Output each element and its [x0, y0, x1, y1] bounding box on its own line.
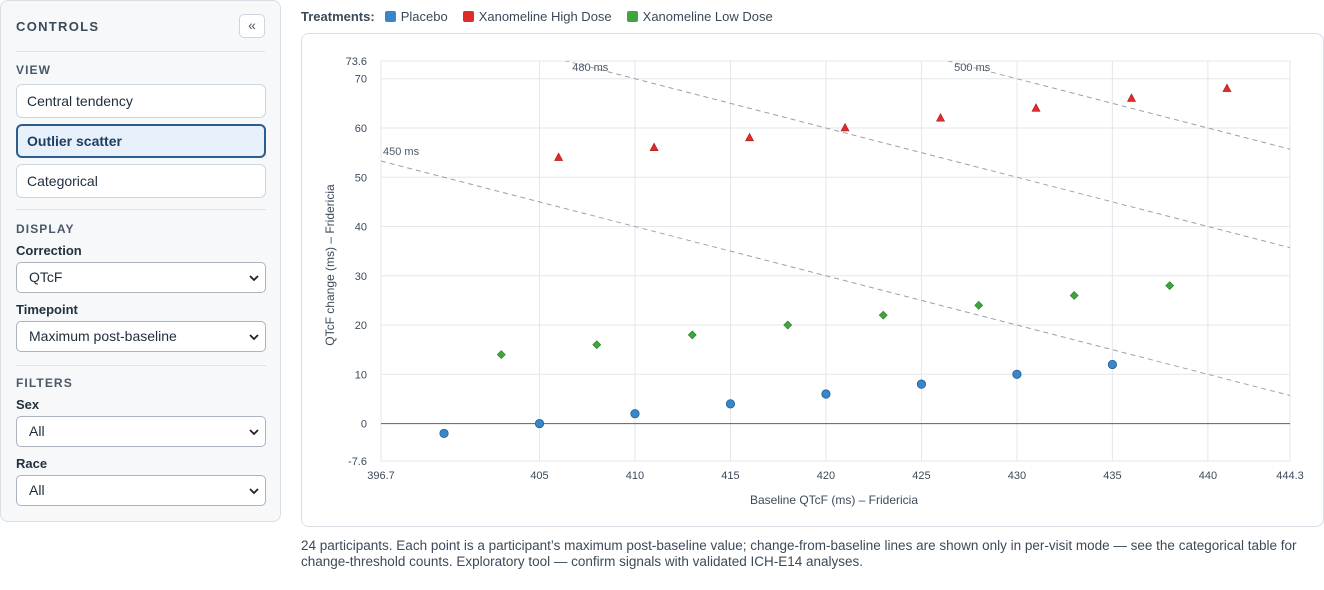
y-tick-label: 60	[355, 123, 367, 135]
sidebar-title: CONTROLS	[16, 18, 100, 34]
x-tick-label: 444.3	[1276, 470, 1304, 482]
low-dose-point	[1069, 291, 1079, 300]
sidebar-header: CONTROLS «	[16, 1, 265, 52]
legend-label: Treatments:	[301, 9, 375, 24]
outlier-scatter-chart: 450 ms 480 ms 500 ms 396.7 405 410 415 420 425 4…	[323, 56, 1304, 507]
reference-line	[564, 61, 1290, 249]
legend-item-high-dose[interactable]: Xanomeline High Dose	[462, 9, 612, 24]
reference-line-label: 480 ms	[572, 62, 609, 74]
high-dose-point	[554, 152, 564, 161]
sex-select-value: All	[29, 423, 45, 439]
display-section-title: DISPLAY	[16, 222, 75, 236]
chart-footnote: 24 participants. Each point is a partici…	[301, 538, 1297, 569]
legend-item-placebo[interactable]: Placebo	[384, 9, 448, 24]
y-tick-label: 40	[355, 222, 367, 234]
placebo-swatch	[384, 11, 396, 22]
legend-item-low-dose[interactable]: Xanomeline Low Dose	[626, 9, 773, 24]
view-categorical-button[interactable]: Categorical	[16, 164, 266, 198]
divider	[16, 209, 266, 210]
view-central-tendency-button[interactable]: Central tendency	[16, 84, 266, 118]
chart-card: 450 ms 480 ms 500 ms 396.7 405 410 415 420 425 4…	[301, 33, 1324, 527]
low-dose-point	[687, 330, 697, 340]
placebo-point	[1012, 369, 1022, 379]
x-tick-label: 396.7	[367, 470, 395, 482]
placebo-point	[439, 428, 449, 439]
y-axis-title: QTcF change (ms) – Fridericia	[323, 184, 337, 346]
legend-item-label: Placebo	[400, 9, 448, 24]
chevron-down-icon	[249, 429, 259, 436]
filters-section-title: FILTERS	[16, 376, 73, 390]
sex-label: Sex	[16, 397, 40, 412]
x-axis-title: Baseline QTcF (ms) – Fridericia	[750, 493, 918, 507]
placebo-point	[630, 409, 640, 419]
low-dose-point	[878, 310, 888, 320]
y-tick-label: 50	[355, 172, 367, 184]
race-label: Race	[16, 456, 48, 471]
placebo-point	[821, 389, 831, 399]
reference-line-label: 500 ms	[954, 62, 991, 74]
correction-select[interactable]: QTcF	[16, 262, 266, 293]
low-dose-point	[592, 340, 602, 350]
y-tick-label: 73.6	[346, 56, 367, 68]
timepoint-select-value: Maximum post-baseline	[29, 328, 177, 344]
treatment-legend: Treatments: Placebo Xanomeline High Dose…	[301, 9, 788, 24]
y-tick-label: 70	[355, 74, 367, 86]
controls-sidebar: CONTROLS « VIEW Central tendency Outlier…	[0, 0, 281, 522]
high-dose-point	[745, 132, 755, 142]
correction-label: Correction	[16, 243, 82, 258]
reference-line	[946, 61, 1290, 150]
placebo-point	[725, 399, 736, 409]
placebo-point	[1107, 359, 1118, 370]
high-dose-point	[1126, 93, 1136, 102]
x-tick-label: 410	[626, 470, 644, 482]
chevron-down-icon	[249, 334, 259, 341]
low-dose-point	[496, 350, 506, 360]
x-tick-label: 425	[912, 470, 930, 482]
y-tick-label: 0	[361, 419, 367, 431]
view-section-title: VIEW	[16, 63, 52, 77]
y-tick-label: 20	[355, 320, 367, 332]
high-dose-point	[1031, 103, 1041, 112]
high-dose-point	[649, 142, 659, 151]
high-dose-point	[1222, 83, 1232, 92]
divider	[16, 365, 266, 366]
race-select[interactable]: All	[16, 475, 266, 506]
timepoint-label: Timepoint	[16, 302, 78, 317]
plot-frame	[380, 60, 1291, 462]
x-tick-label: 405	[530, 470, 548, 482]
timepoint-select[interactable]: Maximum post-baseline	[16, 321, 266, 352]
high-dose-swatch	[462, 11, 474, 22]
reference-line	[381, 160, 1290, 396]
low-dose-swatch	[626, 11, 638, 22]
race-select-value: All	[29, 482, 45, 498]
correction-select-value: QTcF	[29, 269, 63, 285]
x-tick-label: 430	[1008, 470, 1026, 482]
collapse-sidebar-button[interactable]: «	[239, 14, 265, 38]
y-tick-label: 10	[355, 369, 367, 381]
low-dose-point	[783, 320, 793, 330]
reference-line-label: 450 ms	[383, 146, 420, 158]
sex-select[interactable]: All	[16, 416, 266, 447]
double-chevron-left-icon: «	[248, 17, 256, 33]
x-tick-label: 420	[817, 470, 835, 482]
placebo-point	[916, 379, 927, 389]
placebo-point	[534, 418, 545, 429]
low-dose-point	[1165, 281, 1175, 291]
x-tick-label: 415	[721, 470, 739, 482]
view-outlier-scatter-button[interactable]: Outlier scatter	[16, 124, 266, 158]
high-dose-point	[840, 122, 850, 132]
chevron-down-icon	[249, 275, 259, 282]
x-tick-label: 435	[1103, 470, 1121, 482]
x-tick-label: 440	[1199, 470, 1217, 482]
legend-item-label: Xanomeline Low Dose	[642, 9, 773, 24]
low-dose-point	[974, 300, 984, 310]
chevron-down-icon	[249, 488, 259, 495]
y-tick-label: 30	[355, 271, 367, 283]
legend-item-label: Xanomeline High Dose	[478, 9, 612, 24]
high-dose-point	[936, 113, 946, 122]
y-tick-label: -7.6	[348, 456, 367, 468]
